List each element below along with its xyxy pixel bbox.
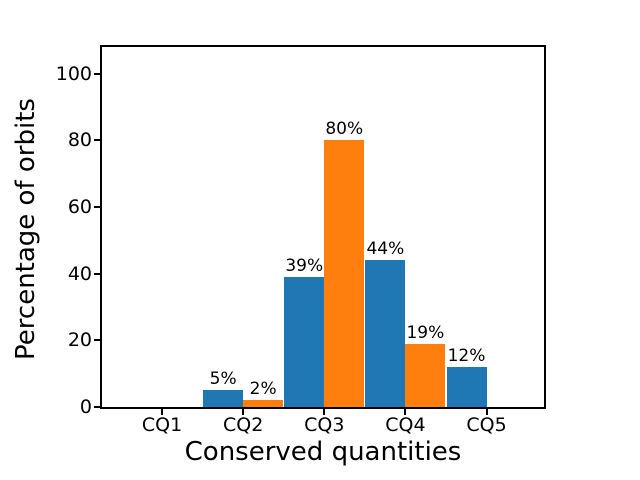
x-tick-label-cq1: CQ1	[141, 414, 183, 436]
bar-blue-series-cq4	[365, 260, 406, 407]
bar-blue-series-cq5	[446, 367, 487, 407]
x-tick-mark	[242, 409, 245, 415]
plot-inner: 5% 39% 44% 12% 2% 80% 19%	[102, 47, 544, 407]
bar-blue-series-cq3	[284, 277, 325, 407]
y-tick-label: 60	[67, 196, 92, 218]
y-tick-mark	[94, 339, 100, 342]
x-tick-mark	[323, 409, 326, 415]
y-tick-mark	[94, 406, 100, 408]
bar-orange-series-cq4	[405, 343, 446, 407]
y-tick-mark	[94, 272, 100, 275]
y-tick-label: 100	[55, 62, 92, 85]
y-tick-label: 0	[79, 396, 92, 418]
bar-orange-series-cq2	[243, 400, 284, 407]
x-tick-label-cq5: CQ5	[466, 414, 507, 436]
bar-value-label: 39%	[285, 256, 324, 276]
y-tick-mark	[94, 139, 100, 142]
x-tick-mark	[161, 409, 163, 415]
x-tick-mark	[485, 409, 488, 415]
y-tick-label: 40	[67, 262, 92, 285]
x-tick-label-cq3: CQ3	[304, 414, 345, 436]
bar-value-label: 5%	[209, 369, 237, 390]
y-tick-label: 80	[67, 129, 92, 152]
x-axis-label: Conserved quantities	[184, 437, 462, 467]
x-tick-label-cq4: CQ4	[385, 414, 426, 436]
bar-value-label: 12%	[447, 346, 486, 366]
bar-orange-series-cq3	[324, 140, 365, 407]
y-tick-label: 20	[67, 329, 92, 352]
y-tick-mark	[94, 72, 100, 75]
bar-value-label: 44%	[366, 239, 405, 260]
plot-area: 5% 39% 44% 12% 2% 80% 19%	[100, 45, 546, 409]
x-tick-mark	[404, 409, 407, 415]
bar-value-label: 2%	[249, 379, 277, 400]
bar-blue-series-cq2	[203, 390, 244, 407]
bar-value-label: 19%	[406, 322, 445, 343]
y-tick-mark	[94, 206, 100, 208]
x-tick-label-cq2: CQ2	[222, 414, 264, 436]
bar-value-label: 80%	[325, 119, 364, 140]
